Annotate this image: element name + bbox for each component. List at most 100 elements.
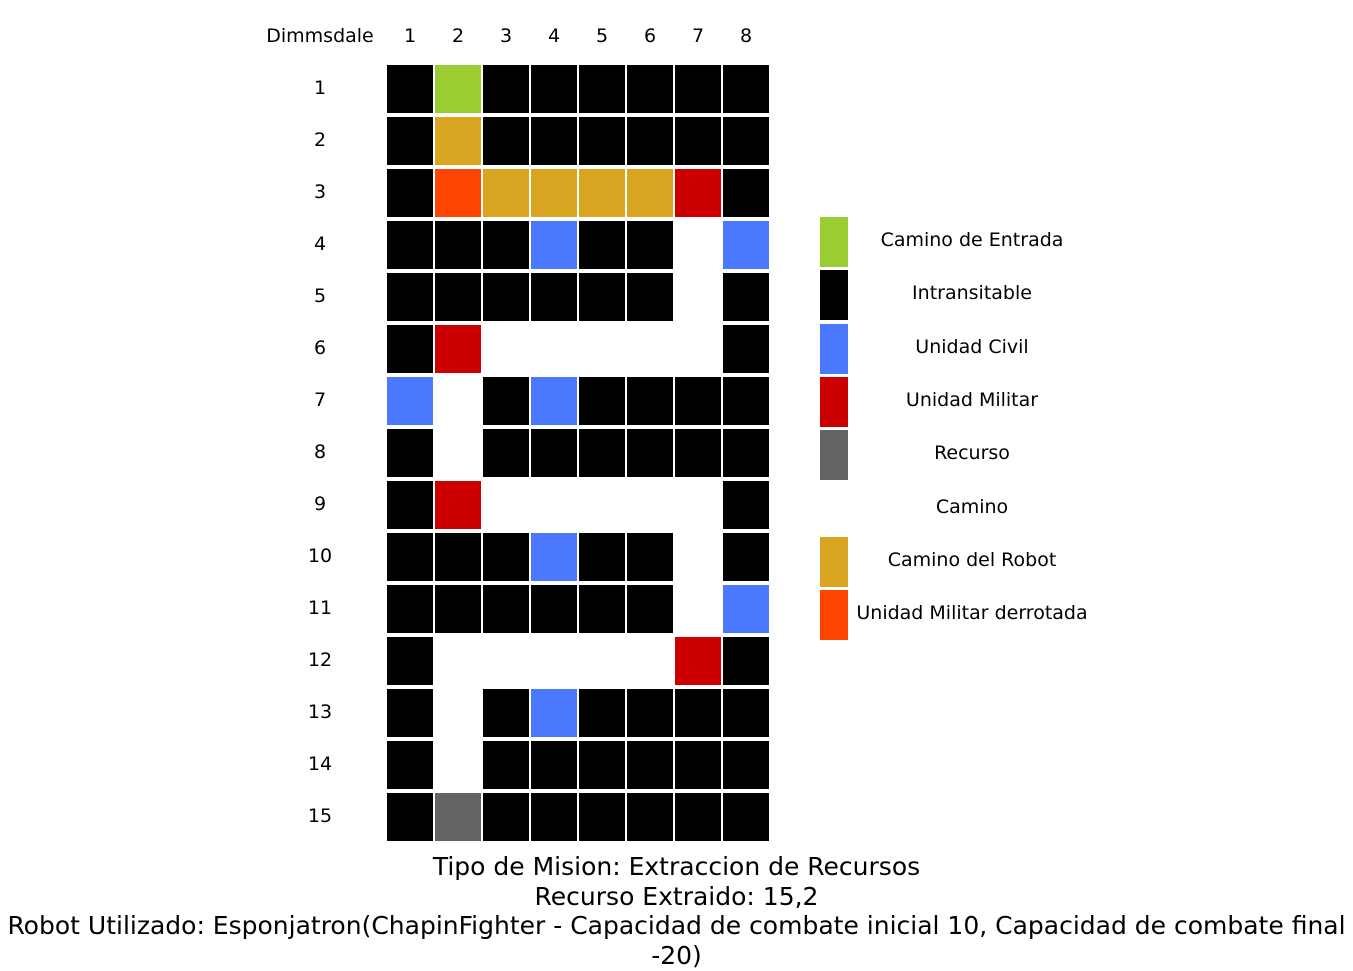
map-cell (723, 741, 769, 789)
map-cell (675, 117, 721, 165)
legend-label: Camino de Entrada (880, 229, 1064, 251)
map-cell (387, 689, 433, 737)
legend-label: Camino del Robot (887, 548, 1057, 571)
map-cell (387, 429, 433, 477)
row-header: 3 (313, 181, 327, 203)
map-cell (435, 169, 481, 217)
map-cell (483, 221, 529, 269)
column-header: 6 (643, 25, 657, 47)
map-cell (531, 637, 577, 685)
map-cell (531, 741, 577, 789)
row-header: 15 (307, 805, 333, 827)
map-cell (483, 65, 529, 113)
map-cell (483, 273, 529, 321)
map-cell (387, 273, 433, 321)
map-cell (627, 533, 673, 581)
map-cell (435, 637, 481, 685)
map-cell (531, 533, 577, 581)
map-cell (723, 221, 769, 269)
map-cell (579, 741, 625, 789)
map-cell (531, 585, 577, 633)
map-cell (579, 533, 625, 581)
map-cell (387, 741, 433, 789)
legend-swatch (820, 323, 848, 374)
row-header: 2 (313, 129, 327, 151)
map-cell (723, 481, 769, 529)
row-header: 5 (313, 285, 327, 307)
map-cell (387, 585, 433, 633)
resource-caption: Recurso Extraido: 15,2 (534, 882, 819, 911)
column-header: 1 (403, 25, 417, 47)
map-cell (531, 689, 577, 737)
map-cell (675, 637, 721, 685)
map-cell (723, 169, 769, 217)
row-header: 7 (313, 389, 327, 411)
map-cell (675, 741, 721, 789)
map-cell (579, 221, 625, 269)
row-header: 1 (313, 77, 327, 99)
map-cell (579, 585, 625, 633)
legend-label: Recurso (934, 442, 1010, 465)
map-cell (435, 429, 481, 477)
map-cell (627, 637, 673, 685)
map-cell (723, 533, 769, 581)
map-cell (579, 689, 625, 737)
map-cell (435, 585, 481, 633)
map-cell (675, 689, 721, 737)
map-cell (483, 689, 529, 737)
legend-label: Intransitable (912, 282, 1032, 305)
map-cell (531, 117, 577, 165)
legend-swatch (820, 430, 848, 481)
map-cell (627, 429, 673, 477)
map-cell (531, 481, 577, 529)
map-cell (387, 377, 433, 425)
map-cell (627, 377, 673, 425)
legend-swatch (820, 376, 848, 427)
column-header: 7 (691, 25, 705, 47)
map-cell (531, 429, 577, 477)
map-cell (435, 793, 481, 841)
map-cell (627, 689, 673, 737)
map-cell (387, 169, 433, 217)
legend-label: Unidad Civil (915, 335, 1029, 358)
map-cell (435, 741, 481, 789)
map-cell (387, 65, 433, 113)
legend-label: Camino (935, 495, 1009, 518)
map-cell (579, 377, 625, 425)
map-cell (579, 65, 625, 113)
map-cell (627, 741, 673, 789)
legend-swatch (820, 483, 848, 534)
map-cell (675, 585, 721, 633)
map-cell (579, 637, 625, 685)
column-header: 2 (451, 25, 465, 47)
map-cell (675, 325, 721, 373)
map-cell (723, 689, 769, 737)
row-header: 10 (307, 545, 333, 567)
row-header: 14 (307, 753, 333, 775)
column-header: 4 (547, 25, 561, 47)
row-header: 12 (307, 649, 333, 671)
map-cell (483, 325, 529, 373)
map-cell (435, 273, 481, 321)
map-cell (435, 117, 481, 165)
map-cell (483, 481, 529, 529)
map-cell (675, 221, 721, 269)
map-cell (387, 325, 433, 373)
map-cell (435, 325, 481, 373)
map-cell (531, 65, 577, 113)
map-cell (627, 793, 673, 841)
map-cell (627, 65, 673, 113)
map-cell (387, 793, 433, 841)
map-cell (531, 273, 577, 321)
map-cell (675, 793, 721, 841)
robot-caption: Robot Utilizado: Esponjatron(ChapinFight… (7, 911, 1346, 970)
row-header: 13 (307, 701, 333, 723)
map-cell (435, 481, 481, 529)
row-header: 8 (313, 441, 327, 463)
map-cell (627, 221, 673, 269)
legend-label: Unidad Militar (905, 388, 1039, 411)
column-header: 5 (595, 25, 609, 47)
map-cell (483, 533, 529, 581)
map-cell (531, 221, 577, 269)
